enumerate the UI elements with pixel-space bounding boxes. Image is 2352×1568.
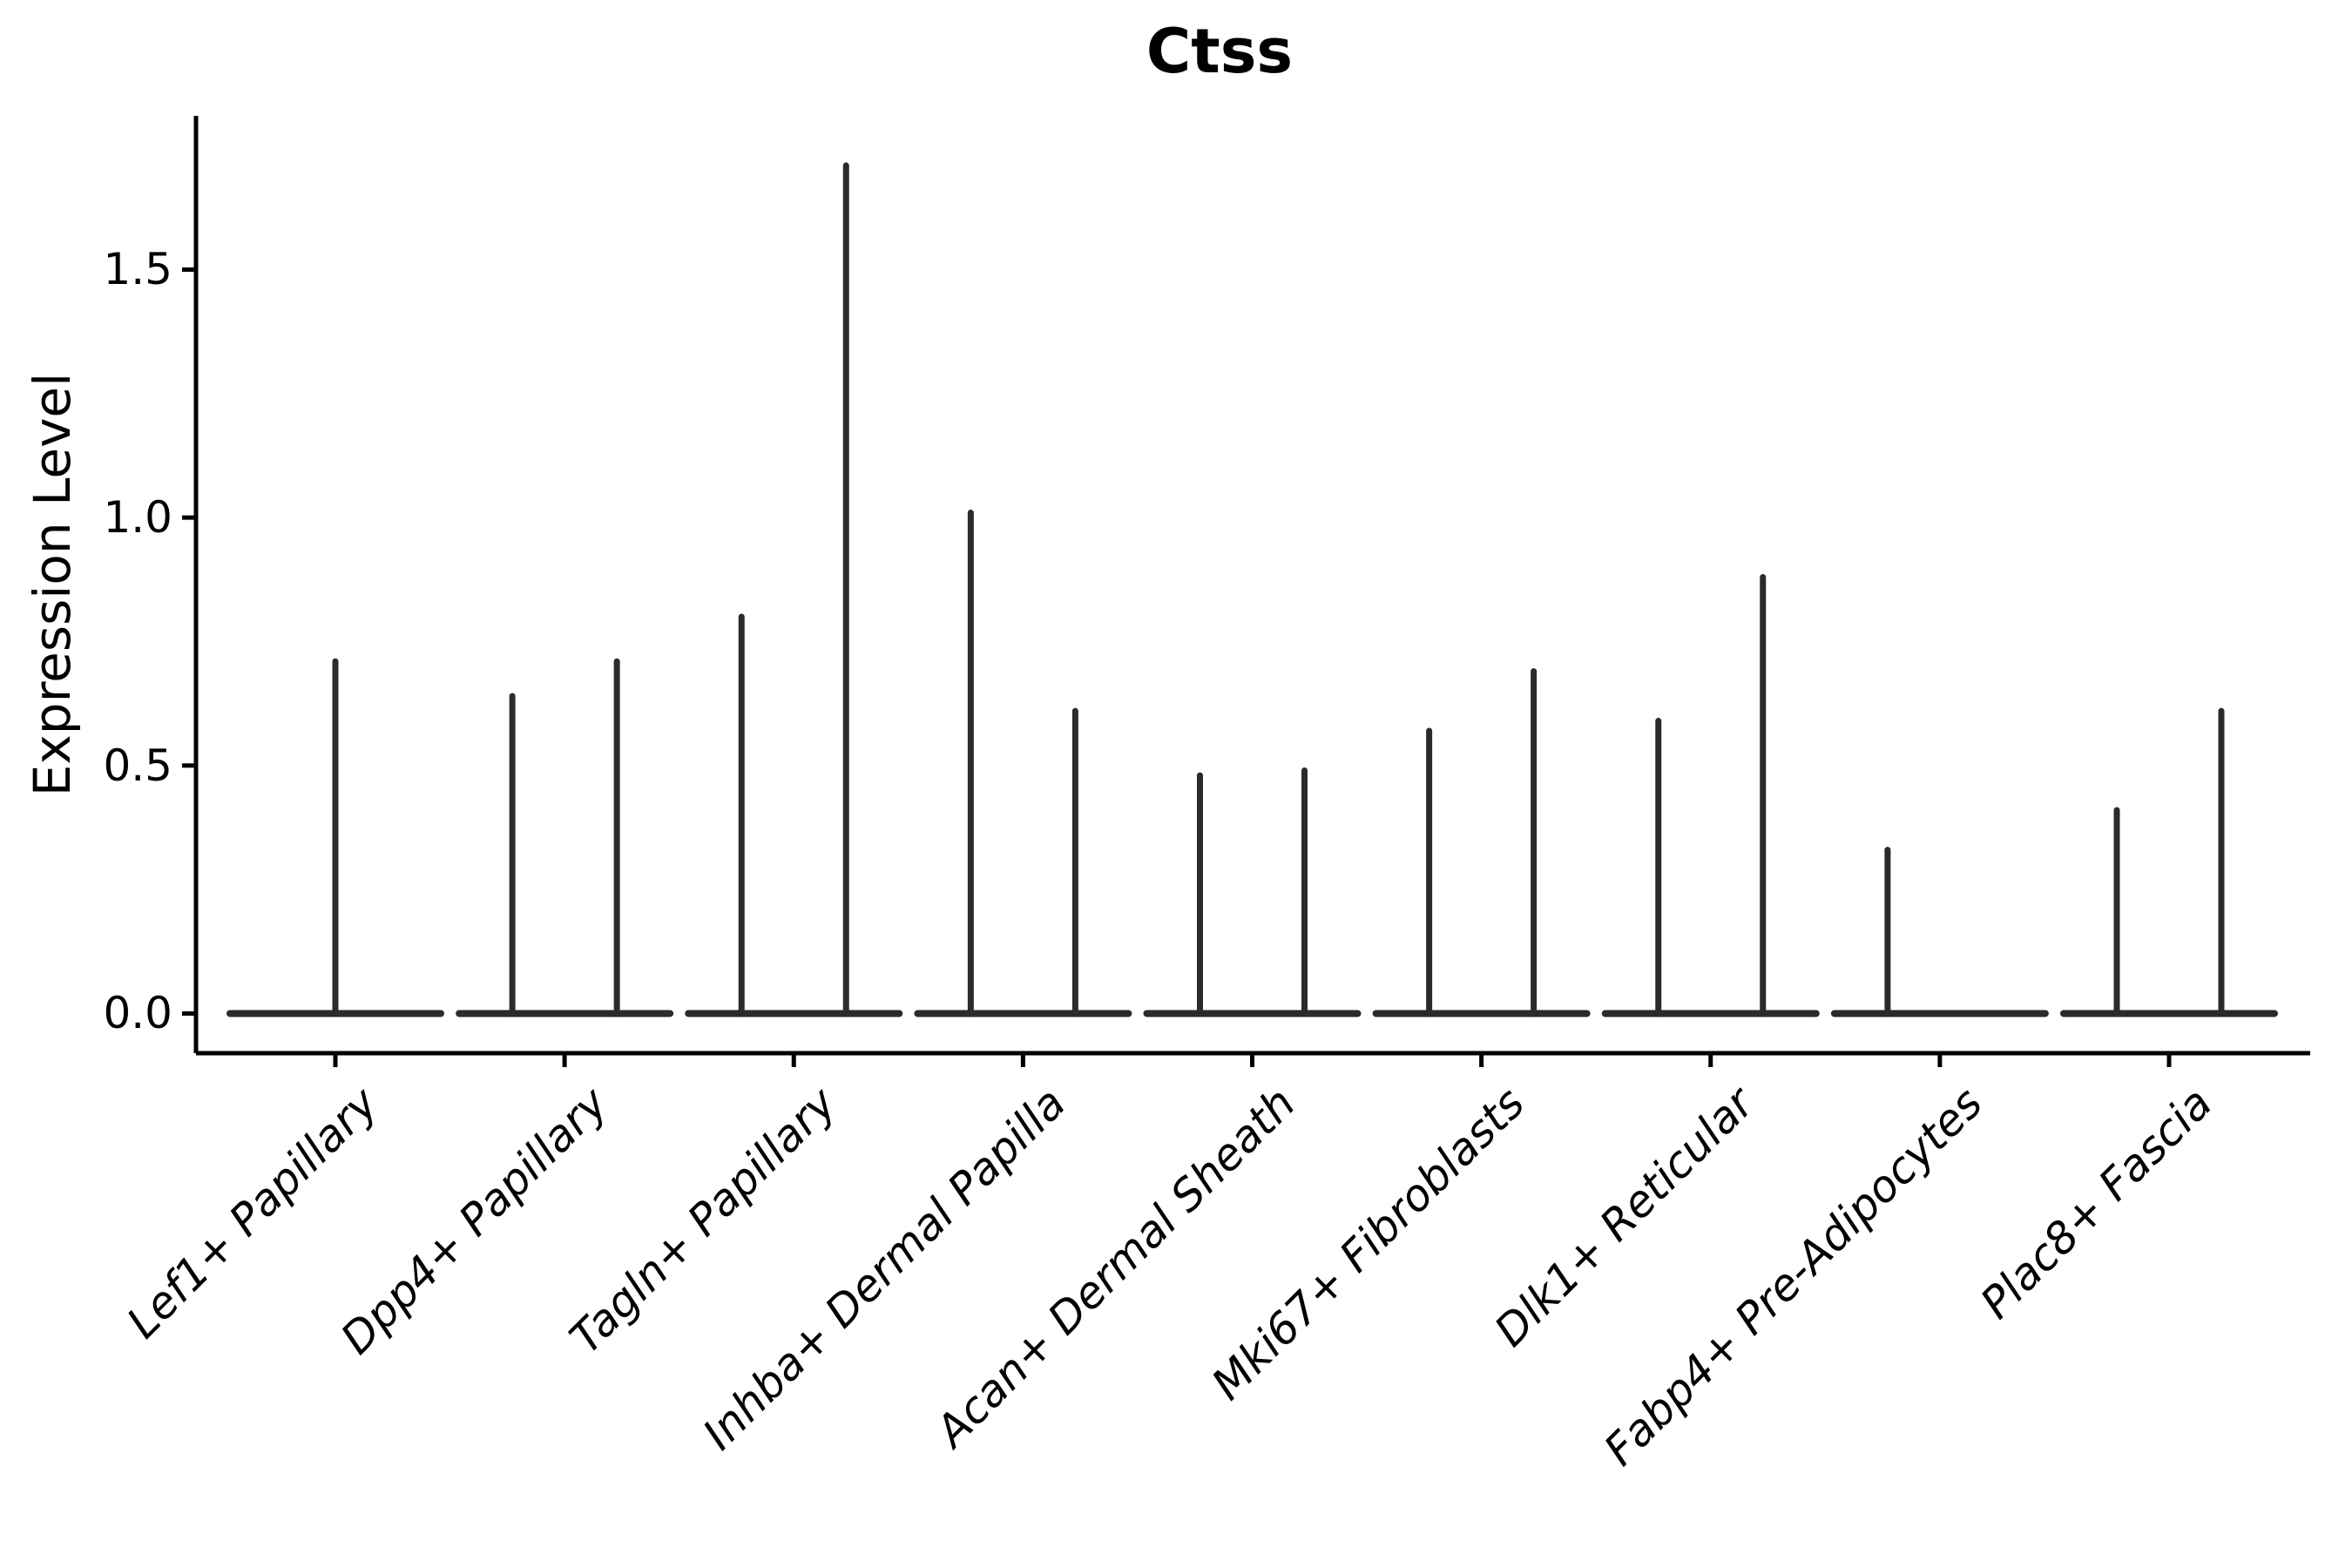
chart-title: Ctss xyxy=(1146,16,1294,87)
y-axis-label: Expression Level xyxy=(23,372,82,797)
y-tick-label: 1.0 xyxy=(103,492,172,544)
y-tick-label: 1.5 xyxy=(103,244,172,295)
y-tick-label: 0.5 xyxy=(103,740,172,791)
y-tick-label: 0.0 xyxy=(103,988,172,1039)
